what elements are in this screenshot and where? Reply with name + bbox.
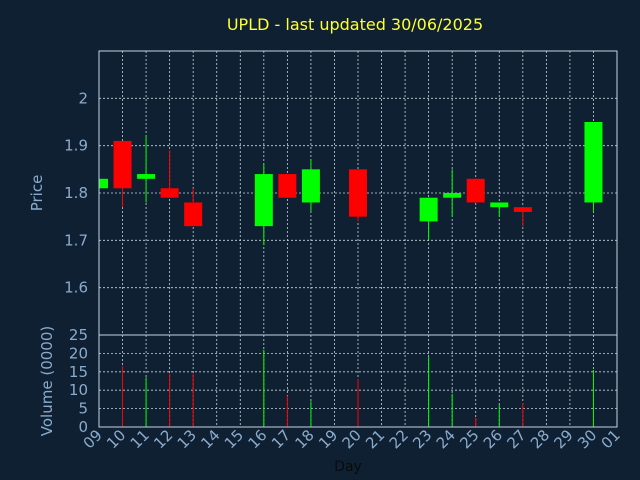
candle-body: [443, 193, 462, 198]
price-tick-label: 1.8: [64, 184, 88, 202]
price-tick-label: 1.7: [64, 231, 88, 249]
x-tick-label: 30: [574, 426, 600, 452]
x-tick-label: 11: [127, 426, 153, 452]
volume-plot-frame: [98, 334, 618, 428]
candle-down: [184, 188, 203, 227]
x-tick-label: 18: [292, 426, 318, 452]
x-tick-label: 10: [103, 426, 129, 452]
x-tick-label: 23: [409, 426, 435, 452]
price-candles: [98, 122, 603, 246]
candle-up: [584, 122, 603, 212]
x-tick-label: 28: [527, 426, 553, 452]
candle-up: [490, 202, 509, 217]
price-y-ticks: 1.6 1.7 1.8 1.9 2: [64, 89, 88, 296]
chart-title: UPLD - last updated 30/06/2025: [227, 15, 483, 34]
candle-down: [349, 169, 367, 222]
candle-down: [278, 174, 297, 198]
x-tick-label: 29: [551, 426, 577, 452]
candle-body: [419, 197, 438, 222]
candle-down: [466, 178, 485, 203]
volume-tick-label: 15: [69, 363, 88, 381]
x-tick-label: 26: [480, 426, 506, 452]
candle-up: [443, 169, 462, 217]
volume-tick-label: 25: [69, 326, 88, 344]
x-tick-label: 27: [503, 426, 529, 452]
x-tick-label: 15: [221, 426, 247, 452]
candle-down: [513, 207, 532, 227]
price-tick-label: 2: [78, 89, 88, 107]
candle-up: [137, 136, 156, 203]
candle-up: [419, 197, 438, 241]
x-tick-label: 21: [362, 426, 388, 452]
x-tick-label: 25: [456, 426, 482, 452]
candle-body: [254, 174, 273, 227]
candle-body: [137, 174, 156, 179]
candle-body: [349, 169, 367, 217]
x-tick-label: 01: [598, 426, 624, 452]
volume-tick-label: 5: [78, 400, 88, 418]
candle-body: [466, 178, 485, 203]
x-axis-title: Day: [334, 459, 362, 475]
x-tick-label: 24: [433, 426, 459, 452]
x-tick-label: 22: [386, 426, 412, 452]
candle-down: [160, 150, 179, 198]
volume-axis-title: Volume (0000): [38, 326, 56, 436]
x-tick-label: 16: [244, 426, 270, 452]
candle-body: [490, 202, 509, 208]
candle-up: [301, 159, 320, 212]
candle-body: [584, 122, 603, 203]
volume-tick-label: 10: [69, 381, 88, 399]
candle-down: [113, 140, 132, 208]
x-tick-label: 19: [315, 426, 341, 452]
candle-body: [301, 169, 320, 203]
x-tick-label: 13: [174, 426, 200, 452]
price-panel: 1.6 1.7 1.8 1.9 2 Price: [28, 50, 618, 336]
candle-body: [513, 207, 532, 212]
candle-body: [278, 174, 297, 198]
volume-tick-label: 20: [69, 344, 88, 362]
price-axis-title: Price: [28, 175, 46, 212]
candle-up: [98, 178, 108, 189]
candle-up: [254, 164, 273, 246]
candle-body: [113, 140, 132, 189]
price-tick-label: 1.9: [64, 137, 88, 155]
x-ticks: 0910111213141516171819202122232425262728…: [80, 426, 624, 452]
volume-bars: [122, 349, 594, 427]
x-tick-label: 14: [197, 426, 223, 452]
candle-body: [184, 202, 203, 227]
x-tick-label: 12: [150, 426, 176, 452]
candle-body: [99, 178, 108, 189]
volume-tick-label: 0: [78, 418, 88, 436]
x-tick-label: 20: [339, 426, 365, 452]
candle-body: [160, 188, 179, 198]
x-tick-label: 17: [268, 426, 294, 452]
price-tick-label: 1.6: [64, 279, 88, 297]
